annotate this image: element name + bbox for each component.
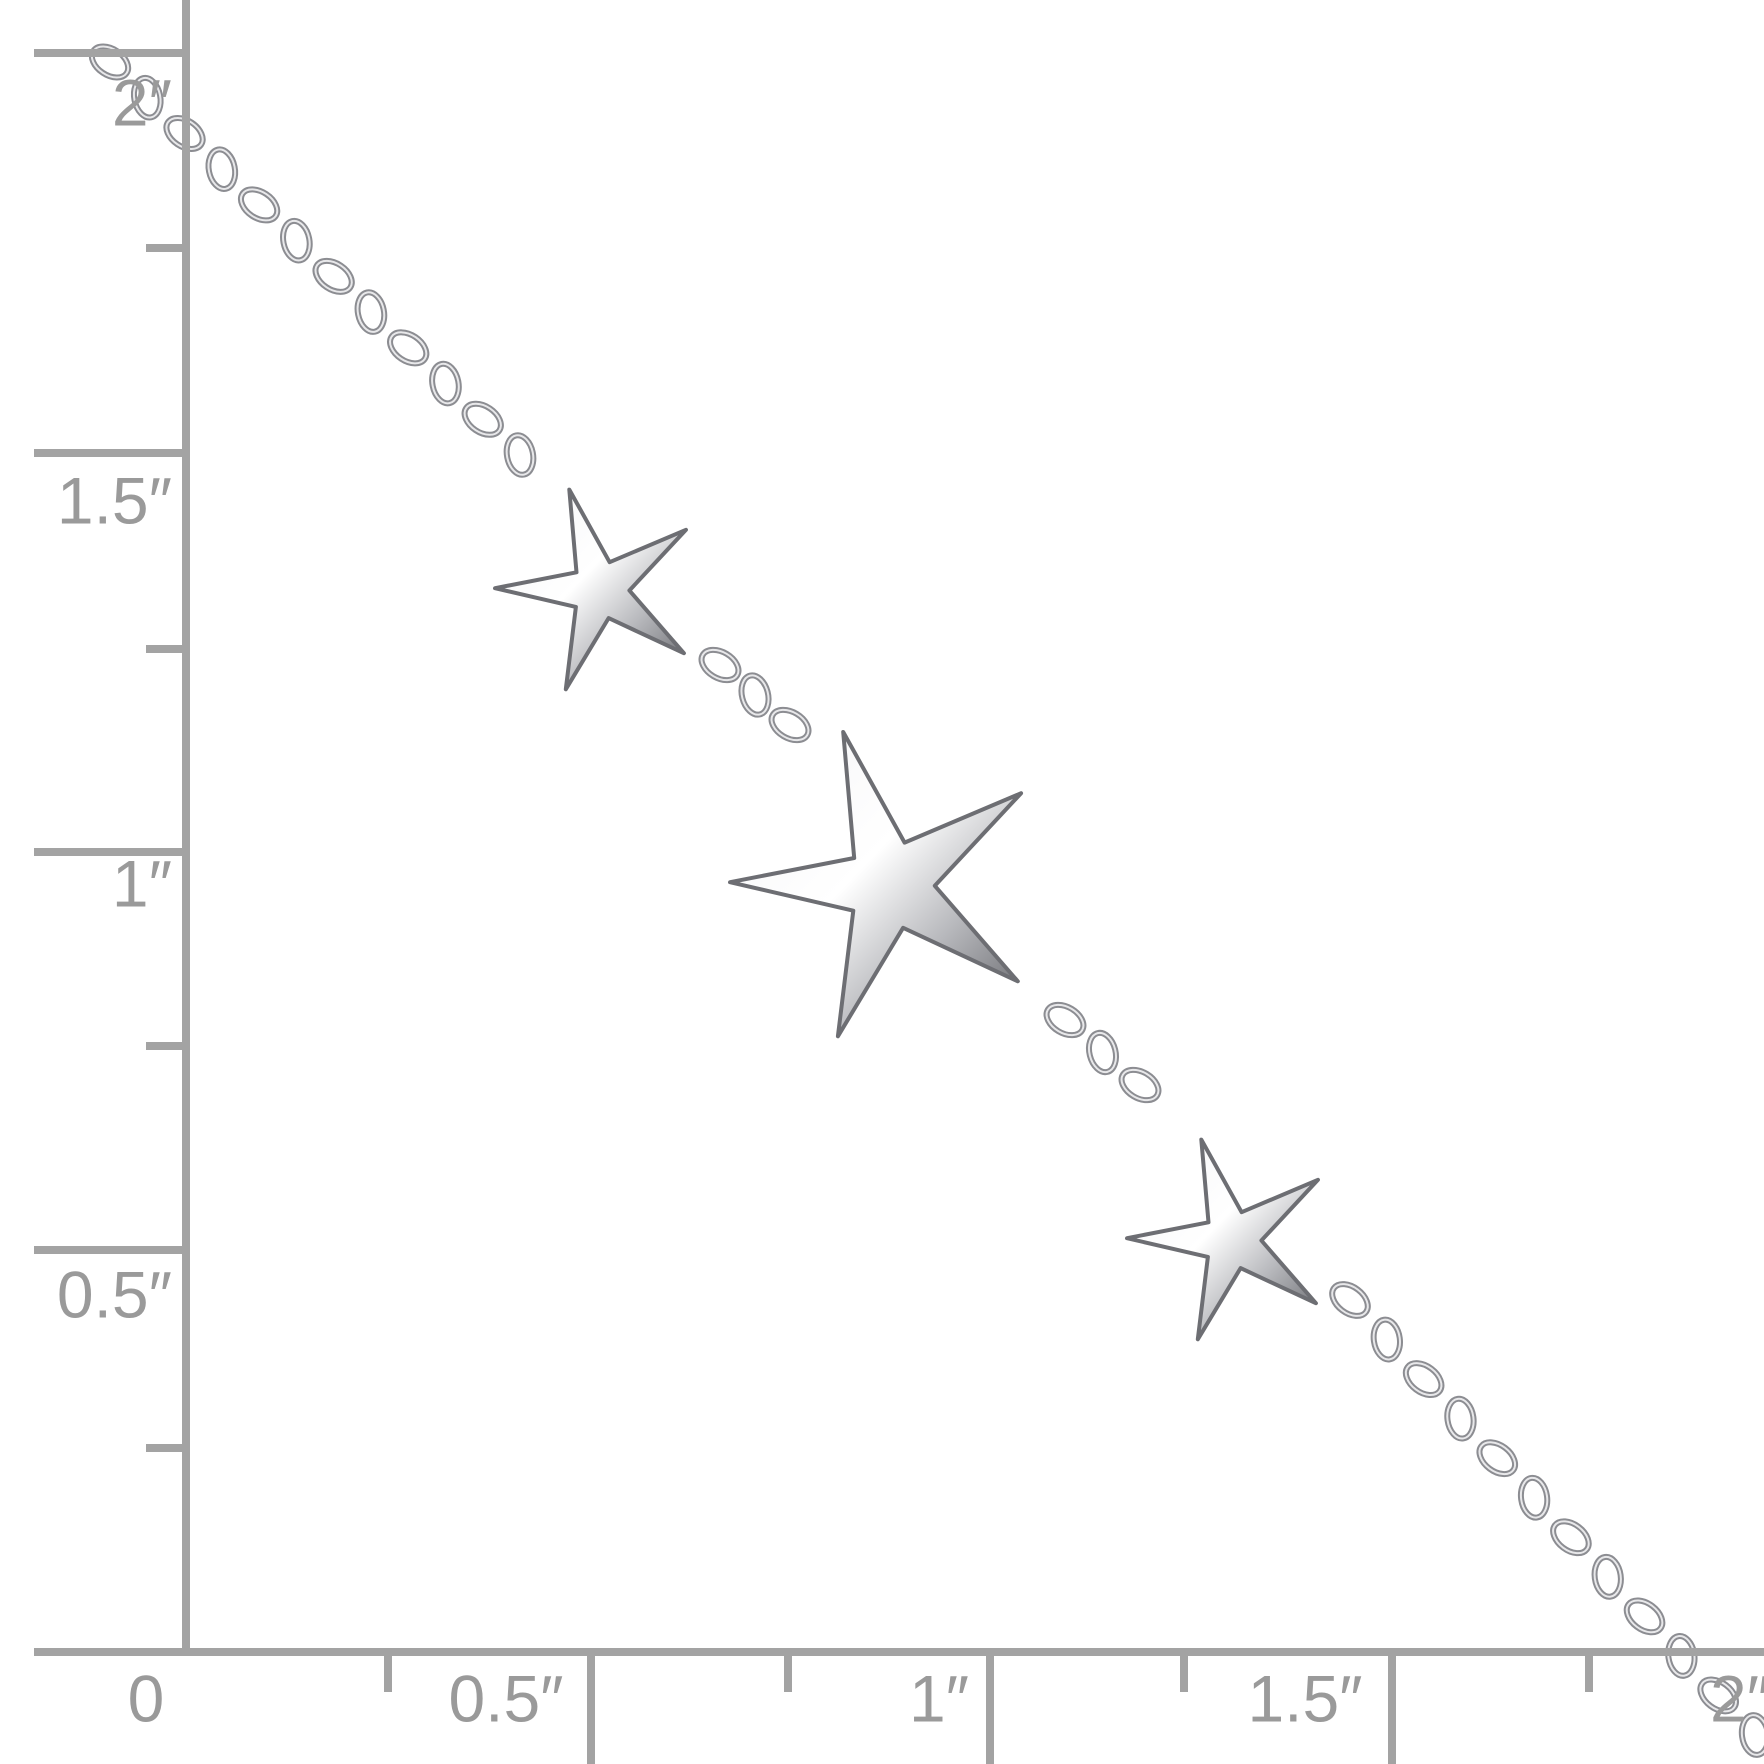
chain-link-shine — [505, 434, 535, 476]
chain-link — [354, 289, 388, 335]
chain-link — [205, 146, 239, 192]
ruler-label: 2″ — [1710, 1661, 1764, 1735]
ruler: 2″ 1.5″ 1″ 0.5″ 0 0.5″ 1″ 1.5″ 2″ — [34, 0, 1764, 1764]
ruler-label: 0.5″ — [448, 1661, 563, 1735]
chain-link-shine — [1404, 1362, 1443, 1396]
ruler-label: 1″ — [909, 1661, 969, 1735]
chain-link — [1444, 1395, 1477, 1442]
chain-link — [280, 217, 313, 264]
chain-link-shine — [1519, 1476, 1549, 1519]
chain-link-shine — [1045, 1003, 1085, 1037]
chain-link — [1370, 1316, 1403, 1363]
chain-link-shine — [1740, 1714, 1764, 1756]
ruler-label: 0 — [128, 1661, 165, 1735]
chain-link-shine — [389, 331, 428, 365]
ruler-label: 2″ — [112, 65, 172, 139]
chain-link-shine — [132, 76, 162, 119]
chain-link-shine — [165, 116, 204, 150]
chain-link-shine — [207, 148, 237, 190]
chain-link — [1591, 1553, 1624, 1600]
ruler-label: 1.5″ — [57, 463, 172, 537]
chain-link-shine — [1331, 1283, 1369, 1317]
chain-link-shine — [770, 708, 810, 742]
chain-link-shine — [463, 402, 502, 436]
chain-link — [429, 360, 462, 407]
chain-link-shine — [1372, 1318, 1401, 1361]
ruler-label: 0.5″ — [57, 1257, 172, 1331]
chain-link-shine — [282, 219, 311, 262]
chain-link-shine — [239, 188, 279, 222]
chain-link-shine — [1625, 1599, 1664, 1634]
chain-link-shine — [700, 648, 740, 682]
chain-link — [503, 432, 537, 478]
chain-link-shine — [1593, 1555, 1622, 1598]
chain-link-shine — [1087, 1031, 1118, 1074]
starfish — [493, 487, 688, 692]
ruler-label: 1″ — [112, 846, 172, 920]
chain-link-shine — [356, 291, 386, 333]
chain-link-shine — [1478, 1441, 1517, 1476]
chain-link-shine — [314, 259, 353, 293]
chain-link-shine — [740, 674, 770, 716]
chain-link-shine — [1446, 1397, 1475, 1440]
chain-link-shine — [1699, 1678, 1737, 1713]
chain-link-shine — [431, 362, 460, 405]
chain-link-shine — [1552, 1520, 1590, 1555]
chain-link-shine — [1120, 1068, 1160, 1102]
starfish-bracelet — [88, 43, 1764, 1758]
chain-link — [1517, 1474, 1551, 1521]
starfish — [1125, 1137, 1320, 1342]
ruler-label: 1.5″ — [1247, 1661, 1362, 1735]
starfish — [728, 730, 1024, 1039]
